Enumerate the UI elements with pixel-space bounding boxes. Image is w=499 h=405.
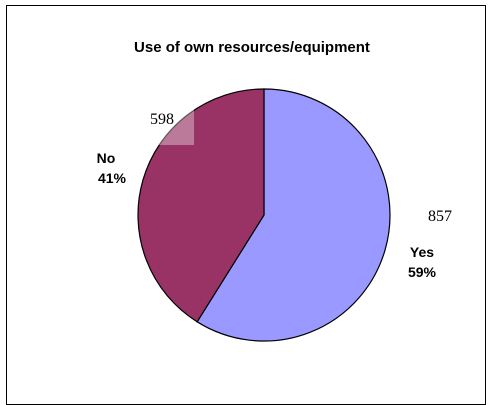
percent-label-no: 41%: [98, 170, 127, 186]
pie-slice-yes: [196, 88, 391, 342]
pie-chart: Use of own resources/equipment 598 857 N…: [97, 39, 452, 342]
chart-title: Use of own resources/equipment: [134, 39, 370, 56]
category-label-no: No: [97, 150, 116, 166]
value-label-no: 598: [150, 111, 174, 128]
percent-label-yes: 59%: [408, 264, 437, 280]
category-label-yes: Yes: [410, 244, 434, 260]
highlight-overlay: [148, 109, 194, 145]
pie-slice-no: [137, 88, 265, 323]
value-label-yes: 857: [428, 208, 452, 225]
pie-slices: [137, 88, 391, 342]
